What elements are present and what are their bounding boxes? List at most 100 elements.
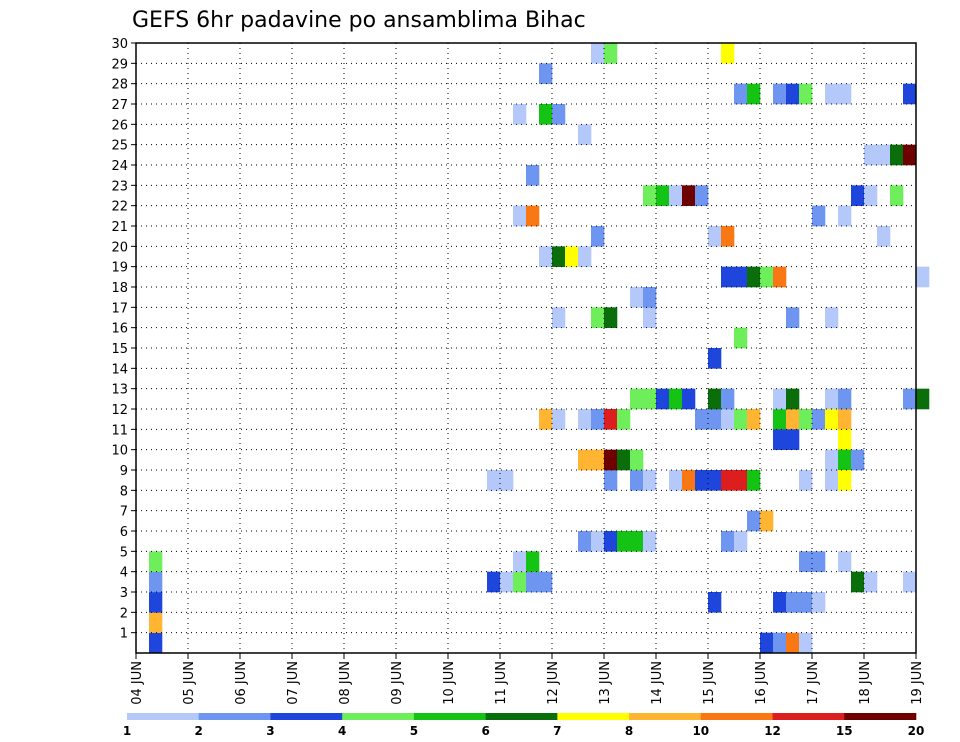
precip-cell <box>708 226 722 247</box>
precip-cell <box>565 246 579 267</box>
precip-cell <box>890 144 904 166</box>
precip-cell <box>695 470 709 491</box>
precip-cell <box>864 144 878 166</box>
precip-cell <box>838 449 852 471</box>
precip-cell <box>760 510 774 532</box>
precip-cell <box>682 185 696 206</box>
colorbar-swatch <box>270 713 343 720</box>
precip-cell <box>734 409 748 430</box>
x-tick-label: 15 JUN <box>702 661 717 705</box>
precip-cell <box>552 409 566 430</box>
colorbar-label: 4 <box>338 724 346 738</box>
precip-cell <box>864 571 878 593</box>
colorbar-label: 12 <box>764 724 781 738</box>
precip-cell <box>799 83 813 105</box>
colorbar-label: 7 <box>553 724 561 738</box>
precip-cell <box>786 632 800 654</box>
x-tick-label: 19 JUN <box>910 661 925 705</box>
precip-cell <box>695 185 709 206</box>
precip-cell <box>591 449 605 471</box>
precip-cell <box>877 144 891 166</box>
precip-cell <box>799 551 813 572</box>
y-tick-label: 17 <box>111 301 128 316</box>
precip-cell <box>786 307 800 328</box>
precip-cell <box>903 388 917 410</box>
y-tick-label: 30 <box>111 37 128 52</box>
colorbar-swatch <box>629 713 702 720</box>
precip-cell <box>630 388 644 410</box>
y-tick-label: 29 <box>111 57 128 72</box>
precip-cell <box>526 165 540 186</box>
precip-cell <box>630 531 644 552</box>
precip-cell <box>578 531 592 552</box>
precip-cell <box>630 287 644 308</box>
precip-cell <box>656 185 670 206</box>
precip-cell <box>682 470 696 491</box>
y-tick-label: 10 <box>111 444 128 459</box>
x-tick-label: 16 JUN <box>754 661 769 705</box>
precip-cell <box>877 226 891 247</box>
precip-cell <box>578 449 592 471</box>
precip-cell <box>539 246 553 267</box>
y-tick-label: 24 <box>111 159 128 174</box>
precip-cell <box>513 205 527 227</box>
y-tick-label: 27 <box>111 98 128 113</box>
precip-cell <box>786 429 800 450</box>
precip-cell <box>604 449 618 471</box>
colorbar-swatch <box>485 713 558 720</box>
precip-cell <box>799 632 813 654</box>
precip-cell <box>747 409 761 430</box>
precip-cell <box>149 592 163 613</box>
precip-cell <box>773 266 787 288</box>
precip-cell <box>695 409 709 430</box>
precip-cell <box>578 246 592 267</box>
precip-cell <box>747 266 761 288</box>
colorbar-label: 15 <box>836 724 853 738</box>
precip-cell <box>552 307 566 328</box>
precip-cell <box>513 104 527 125</box>
precip-cell <box>851 449 865 471</box>
colorbar-swatch <box>413 713 486 720</box>
chart-title: GEFS 6hr padavine po ansamblima Bihac <box>132 8 586 33</box>
y-tick-label: 20 <box>111 240 128 255</box>
precip-cell <box>604 531 618 552</box>
x-tick-label: 18 JUN <box>858 661 873 705</box>
precip-cell <box>838 409 852 430</box>
precip-cell <box>734 531 748 552</box>
precip-cell <box>851 185 865 206</box>
x-ticks: 04 JUN 05 JUN 06 JUN 07 JUN 08 JUN 09 JUN 10 J… <box>130 653 925 705</box>
precip-cell <box>643 531 657 552</box>
precip-cell <box>825 470 839 491</box>
colorbar-label: 20 <box>908 724 925 738</box>
y-tick-label: 9 <box>120 464 128 479</box>
y-tick-label: 25 <box>111 139 128 154</box>
precip-cell <box>149 551 163 572</box>
precip-cell <box>760 632 774 654</box>
precip-cell <box>773 632 787 654</box>
x-tick-label: 05 JUN <box>182 661 197 705</box>
precip-cell <box>643 287 657 308</box>
precip-cell <box>825 388 839 410</box>
y-tick-label: 5 <box>120 545 128 560</box>
precip-cell <box>760 266 774 288</box>
precip-cell <box>786 83 800 105</box>
precip-cell <box>773 388 787 410</box>
precip-cell <box>591 307 605 328</box>
precip-cell <box>552 246 566 267</box>
y-tick-label: 16 <box>111 322 128 337</box>
precip-cell <box>604 409 618 430</box>
precip-cell <box>682 388 696 410</box>
precip-cell <box>903 83 917 105</box>
precip-cell <box>747 510 761 532</box>
precip-cell <box>708 409 722 430</box>
precip-cell <box>149 612 163 633</box>
precip-cell <box>773 83 787 105</box>
precip-cell <box>721 226 735 247</box>
x-tick-label: 13 JUN <box>598 661 613 705</box>
x-tick-label: 06 JUN <box>234 661 249 705</box>
precip-cell <box>890 185 904 206</box>
precip-cell <box>526 205 540 227</box>
y-tick-label: 1 <box>120 627 128 642</box>
colorbar-label: 5 <box>410 724 418 738</box>
colorbar-swatch <box>342 713 415 720</box>
